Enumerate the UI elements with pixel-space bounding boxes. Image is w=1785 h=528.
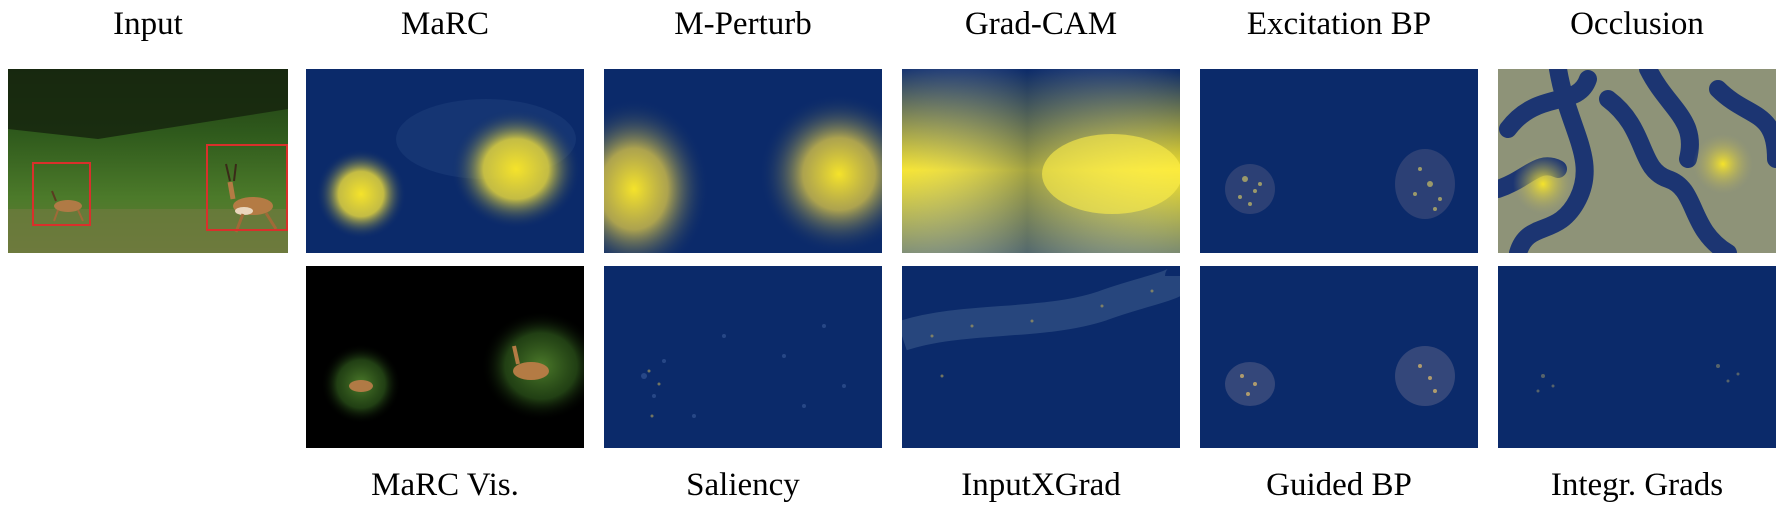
impala-small [51, 190, 84, 222]
label-guided-bp: Guided BP [1266, 467, 1412, 503]
heatmap-occlusion [1498, 69, 1776, 253]
label-excitation-bp: Excitation BP [1246, 6, 1432, 42]
heatmap-marc [306, 69, 584, 253]
heatmap-saliency [604, 266, 882, 448]
bbox-large [206, 144, 288, 231]
label-occlusion: Occlusion [1570, 6, 1704, 42]
label-marc: MaRC [400, 6, 489, 42]
heatmap-m-perturb [604, 69, 882, 253]
label-grad-cam: Grad-CAM [964, 6, 1118, 42]
impala-large [225, 163, 278, 233]
label-integr-grads: Integr. Grads [1550, 467, 1724, 503]
input-image [8, 69, 288, 253]
heatmap-inputxgrad [902, 266, 1180, 448]
heatmap-grad-cam [902, 69, 1180, 253]
label-inputxgrad: InputXGrad [961, 467, 1121, 503]
label-saliency: Saliency [686, 467, 800, 503]
heatmap-integr-grads [1498, 266, 1776, 448]
label-m-perturb: M-Perturb [674, 6, 812, 42]
heatmap-excitation-bp [1200, 69, 1478, 253]
label-marc-vis: MaRC Vis. [371, 467, 519, 503]
heatmap-guided-bp [1200, 266, 1478, 448]
label-input: Input [113, 6, 183, 42]
bbox-small [32, 162, 91, 226]
image-marc-vis [306, 266, 584, 448]
